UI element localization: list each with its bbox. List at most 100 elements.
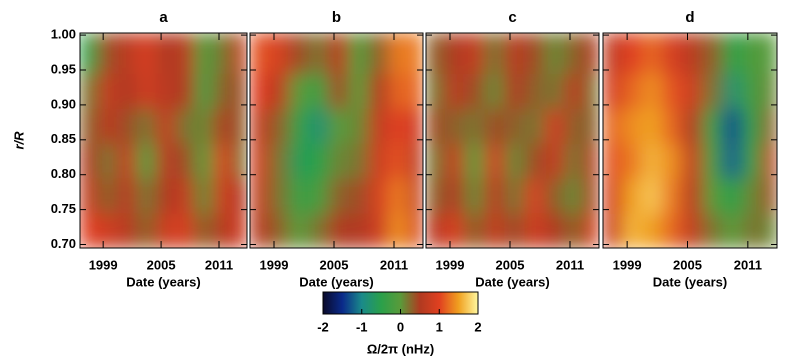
heat-cell [722, 177, 744, 214]
heat-cell [641, 72, 663, 109]
heat-cell [603, 142, 623, 179]
heat-cell [388, 107, 410, 144]
heat-cell [444, 72, 466, 109]
heat-cell [136, 33, 157, 74]
heat-cell [762, 212, 777, 248]
heat-cell [524, 107, 546, 144]
x-tick-label: 1999 [89, 257, 118, 272]
heat-cell [484, 107, 506, 144]
heat-cell [702, 33, 724, 74]
panel-title: d [685, 9, 694, 26]
heat-cell [117, 177, 138, 214]
heatmap-cells [426, 33, 599, 248]
y-tick-label: 0.80 [51, 166, 76, 181]
heat-cell [368, 177, 390, 214]
heat-cell [702, 177, 724, 214]
y-tick-label: 1.00 [51, 27, 76, 42]
heat-cell [408, 177, 423, 214]
x-tick-label: 1999 [436, 257, 465, 272]
heat-cell [484, 142, 506, 179]
heat-cell [661, 142, 683, 179]
heat-cell [308, 142, 330, 179]
heat-cell [213, 177, 234, 214]
heat-cell [603, 107, 623, 144]
heat-cell [268, 142, 290, 179]
heat-cell [97, 142, 119, 179]
heat-cell [426, 177, 446, 214]
heat-cell [232, 177, 247, 214]
heat-cell [722, 142, 744, 179]
heat-cell [426, 72, 446, 109]
heat-cell [213, 212, 234, 248]
heat-cell [504, 212, 526, 248]
heat-cell [368, 33, 390, 74]
heat-cell [136, 142, 157, 179]
heat-cell [524, 33, 546, 74]
heat-cell [722, 72, 744, 109]
heat-cell [328, 142, 350, 179]
heat-cell [408, 72, 423, 109]
heat-cell [308, 177, 330, 214]
heat-cell [368, 107, 390, 144]
heat-cell [194, 177, 215, 214]
x-tick-label: 1999 [260, 257, 289, 272]
heat-cell [308, 33, 330, 74]
heat-cell [155, 107, 177, 144]
heat-cell [621, 177, 643, 214]
heat-cell [603, 72, 623, 109]
heatmap-cells [80, 33, 247, 248]
heat-cell [194, 107, 215, 144]
y-tick-label: 0.70 [51, 236, 76, 251]
heat-cell [213, 107, 234, 144]
heat-cell [641, 107, 663, 144]
heat-cell [232, 33, 247, 74]
heat-cell [661, 72, 683, 109]
heat-cell [136, 212, 157, 248]
heat-cell [97, 177, 119, 214]
heat-cell [444, 107, 466, 144]
heat-cell [288, 177, 310, 214]
x-tick-label: 1999 [613, 257, 642, 272]
heat-cell [388, 142, 410, 179]
heat-cell [328, 212, 350, 248]
heat-cell [661, 107, 683, 144]
heat-cell [722, 33, 744, 74]
heat-cell [408, 142, 423, 179]
heat-cell [232, 212, 247, 248]
heat-cell [80, 177, 99, 214]
heat-cell [117, 107, 138, 144]
heat-cell [504, 177, 526, 214]
heat-cell [584, 72, 599, 109]
heat-cell [136, 177, 157, 214]
heat-cell [742, 33, 764, 74]
panel-frame [425, 32, 600, 249]
heat-cell [408, 212, 423, 248]
heat-cell [544, 107, 566, 144]
heat-cell [388, 177, 410, 214]
panel-frame [602, 32, 778, 249]
heat-cell [444, 33, 466, 74]
heat-cell [584, 212, 599, 248]
panel-title: b [332, 9, 341, 26]
heat-cell [175, 72, 196, 109]
x-tick-label: 2011 [205, 257, 233, 272]
heat-cell [603, 33, 623, 74]
colorbar-label: Ω/2π (nHz) [367, 341, 434, 356]
heat-cell [722, 212, 744, 248]
heat-cell [444, 177, 466, 214]
heat-cell [348, 212, 370, 248]
heat-cell [504, 107, 526, 144]
heat-cell [603, 212, 623, 248]
heat-cell [484, 212, 506, 248]
heat-cell [603, 177, 623, 214]
heat-cell [97, 107, 119, 144]
heat-cell [702, 107, 724, 144]
heat-cell [155, 177, 177, 214]
heat-cell [80, 212, 99, 248]
heat-cell [641, 177, 663, 214]
heat-cell [681, 33, 704, 74]
heatmap [603, 33, 777, 248]
x-axis-label: Date (years) [299, 274, 373, 289]
heat-cell [681, 72, 704, 109]
